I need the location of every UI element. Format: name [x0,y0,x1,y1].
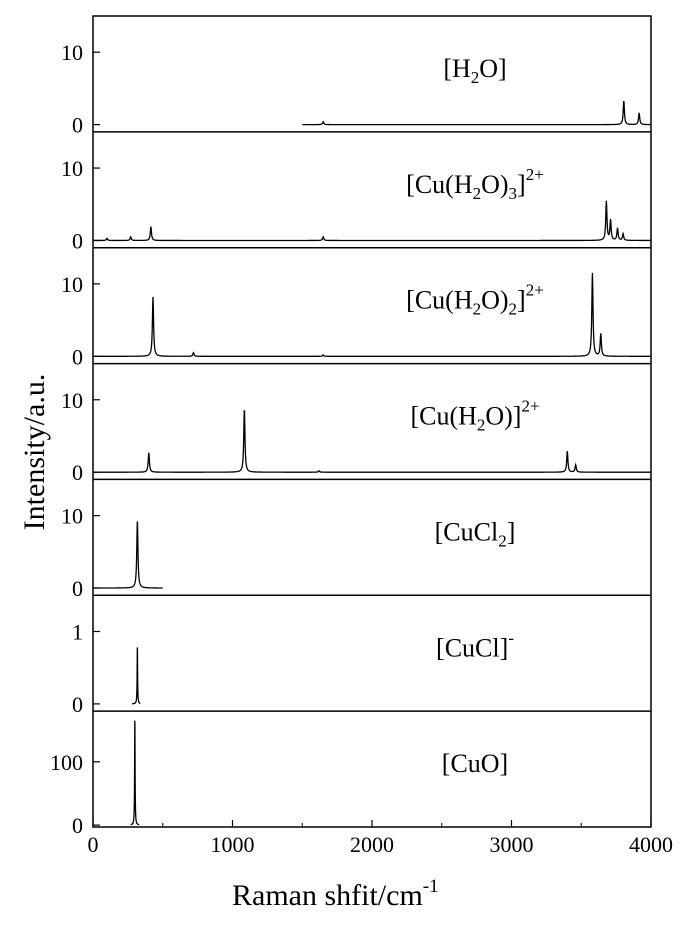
panel-label-part: 2+ [526,165,544,184]
y-axis-title: Intensity/a.u. [18,374,51,531]
panel-label: [H2O] [443,54,506,87]
x-axis-title-text: Raman shfit/cm [232,879,423,912]
y-tick-label: 10 [61,156,83,181]
panel-label-part: ] [507,517,516,546]
panel-label-part: [CuCl] [436,633,508,662]
y-tick-label: 0 [72,576,83,601]
y-tick-label: 10 [61,504,83,529]
panel-label-part: 3 [509,184,518,203]
panel-label: [Cu(H2O)]2+ [410,397,539,435]
spectrum-line [93,410,651,473]
x-tick-label: 2000 [350,832,394,857]
panel-label-part: ] [517,286,526,315]
x-tick-label: 3000 [490,832,534,857]
panel-label-part: [H [443,54,471,83]
spectrum-line [131,647,141,705]
panel-label-part: 2+ [526,281,544,300]
panel-label-part: [CuO] [442,749,508,778]
panel-label-part: - [508,628,514,647]
panel-label-part: 2 [509,300,518,319]
panel-label-part: 2 [471,68,480,87]
panel-label: [CuCl2] [435,517,516,550]
spectrum-line [93,272,651,357]
panel-label-part: 2 [477,416,486,435]
panel-label-part: [Cu(H [406,170,473,199]
panel-label: [Cu(H2O)3]2+ [406,165,544,203]
x-tick-label: 4000 [629,832,673,857]
panel-label-part: O] [479,54,506,83]
x-axis-title-superscript: -1 [423,876,439,897]
plot-frame [92,15,652,828]
spectrum-line [93,200,651,242]
y-tick-label: 0 [72,344,83,369]
spectrum-line [302,100,651,126]
panel-label-part: [Cu(H [410,402,477,431]
y-tick-label: 10 [61,388,83,413]
panel-label-part: O) [481,286,508,315]
panel-label-part: O)] [485,402,521,431]
y-tick-label: 10 [61,272,83,297]
panel-label: [CuCl]- [436,628,514,662]
y-tick-label: 0 [72,813,83,838]
panel-label-part: [CuCl [435,517,499,546]
panel-label-part: 2 [473,184,482,203]
panel-label-part: O) [481,170,508,199]
y-tick-label: 1 [72,619,83,644]
y-tick-label: 0 [72,460,83,485]
panel-label: [CuO] [442,749,508,778]
x-tick-label: 0 [88,832,99,857]
panel-label-part: 2+ [521,397,539,416]
panel-label-part: 2 [498,531,507,550]
panel-label-part: 2 [473,300,482,319]
x-tick-label: 1000 [211,832,255,857]
y-tick-label: 100 [50,750,83,775]
x-axis-title: Raman shfit/cm-1 [232,876,439,912]
y-tick-label: 0 [72,113,83,138]
spectrum-line [93,521,163,589]
y-tick-label: 10 [61,40,83,65]
panel-label: [Cu(H2O)2]2+ [406,281,544,319]
y-tick-label: 0 [72,228,83,253]
spectrum-line [130,720,140,826]
panel-label-part: [Cu(H [406,286,473,315]
y-tick-label: 0 [72,692,83,717]
panel-label-part: ] [517,170,526,199]
